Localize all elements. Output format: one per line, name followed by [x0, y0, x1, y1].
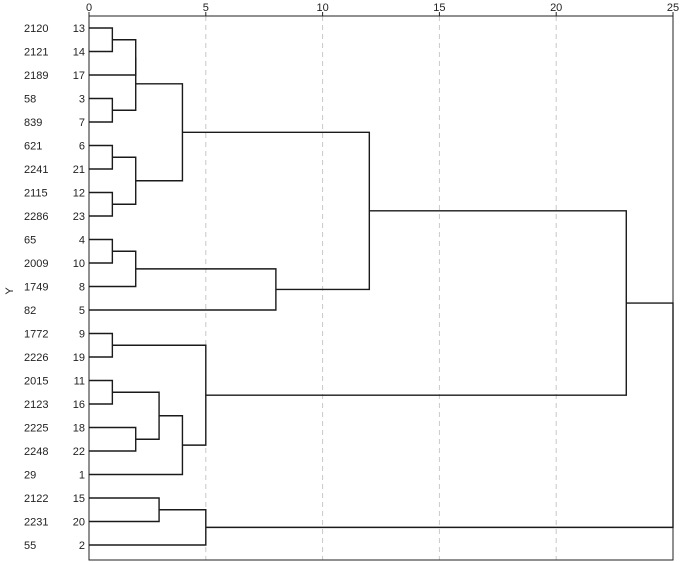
leaf-label: 1749 [24, 282, 48, 294]
x-tick-label: 10 [316, 2, 328, 14]
leaf-label: 1772 [24, 329, 48, 341]
leaf-label: 839 [24, 117, 42, 129]
x-tick-label: 25 [667, 2, 679, 14]
cluster-link [89, 509, 207, 546]
leaf-case-number: 3 [79, 94, 85, 106]
leaf-label: 2286 [24, 211, 48, 223]
leaf-case-number: 15 [73, 493, 85, 505]
leaf-case-number: 14 [73, 47, 85, 59]
leaf-label: 2115 [24, 188, 48, 200]
cluster-link [89, 379, 114, 405]
cluster-link [89, 497, 160, 523]
leaf-label: 2123 [24, 399, 48, 411]
cluster-link [205, 302, 674, 529]
leaf-case-number: 6 [79, 141, 85, 153]
x-tick-label: 15 [433, 2, 445, 14]
cluster-link [112, 57, 137, 111]
leaf-case-number: 21 [73, 164, 85, 176]
leaf-label: 2122 [24, 493, 48, 505]
cluster-link [89, 97, 114, 123]
cluster-link [89, 27, 114, 53]
leaf-case-number: 9 [79, 329, 85, 341]
leaf-case-number: 12 [73, 188, 85, 200]
leaf-case-number: 22 [73, 446, 85, 458]
x-tick-label: 20 [550, 2, 562, 14]
leaf-label: 58 [24, 94, 36, 106]
leaf-label: 65 [24, 235, 36, 247]
cluster-link [205, 210, 627, 396]
cluster-link [89, 332, 114, 358]
leaf-case-number: 8 [79, 282, 85, 294]
plot-frame [88, 15, 674, 561]
leaf-case-number: 4 [79, 235, 85, 247]
leaf-case-number: 10 [73, 258, 85, 270]
leaf-label: 621 [24, 141, 42, 153]
leaf-label: 2248 [24, 446, 48, 458]
leaf-case-number: 5 [79, 305, 85, 317]
cluster-link [112, 156, 137, 205]
cluster-link [182, 131, 371, 291]
y-axis-label: Y [4, 287, 16, 295]
x-tick-label: 5 [203, 2, 209, 14]
leaf-label: 2009 [24, 258, 48, 270]
cluster-link [89, 426, 137, 452]
cluster-link [89, 191, 114, 217]
leaf-label: 2189 [24, 70, 48, 82]
leaf-case-number: 18 [73, 423, 85, 435]
leaf-case-number: 17 [73, 70, 85, 82]
leaf-label: 55 [24, 540, 36, 552]
leaf-case-number: 11 [74, 376, 85, 388]
leaf-case-number: 2 [79, 540, 85, 552]
leaf-label: 2225 [24, 423, 48, 435]
cluster-link [89, 144, 114, 170]
leaf-label: 2226 [24, 352, 48, 364]
leaf-label: 29 [24, 470, 36, 482]
leaf-case-number: 16 [73, 399, 85, 411]
cluster-link [89, 268, 277, 311]
leaf-label: 2121 [24, 47, 48, 59]
leaf-case-number: 19 [73, 352, 85, 364]
leaf-case-number: 1 [79, 470, 85, 482]
leaf-label: 2120 [24, 23, 48, 35]
leaf-label: 82 [24, 305, 36, 317]
leaf-label: 2231 [24, 517, 48, 529]
cluster-link [89, 238, 114, 264]
x-tick-label: 0 [86, 2, 92, 14]
leaf-case-number: 23 [73, 211, 85, 223]
leaf-case-number: 7 [79, 117, 85, 129]
cluster-link [135, 83, 184, 182]
leaf-case-number: 13 [73, 23, 85, 35]
leaf-case-number: 20 [73, 517, 85, 529]
leaf-label: 2015 [24, 376, 48, 388]
leaf-label: 2241 [24, 164, 48, 176]
